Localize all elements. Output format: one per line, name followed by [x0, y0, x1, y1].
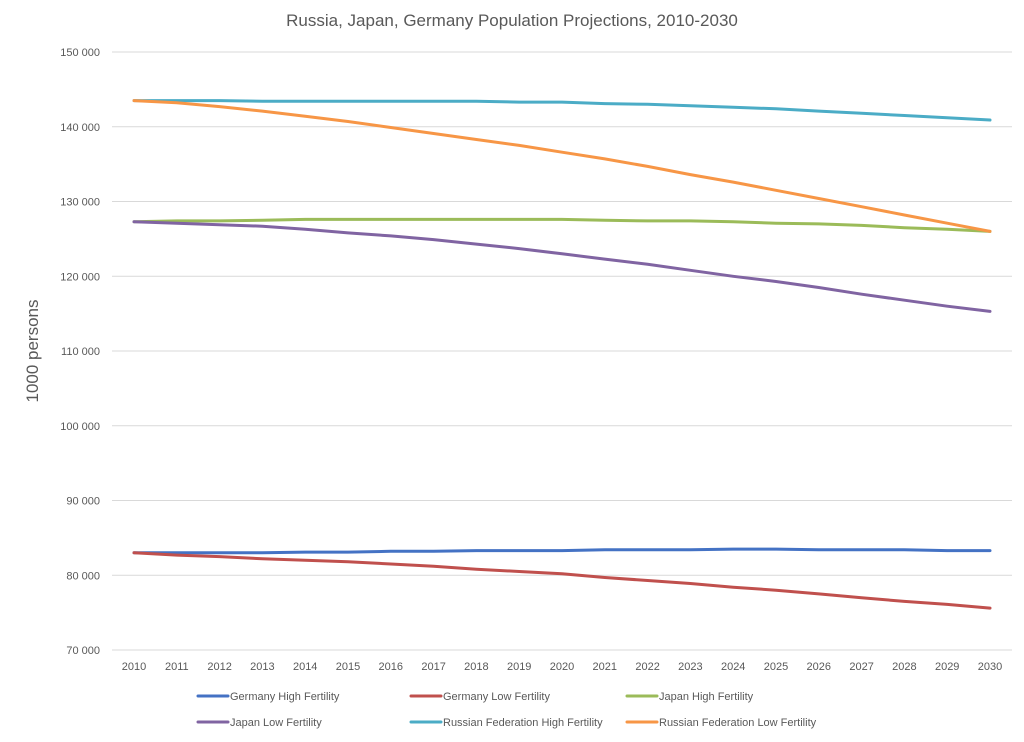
x-tick-label: 2025: [764, 661, 788, 673]
series-lines: [132, 99, 992, 610]
y-tick-label: 120 000: [60, 271, 100, 283]
y-tick-label: 130 000: [60, 197, 100, 209]
gridlines: [112, 51, 1012, 651]
x-tick-label: 2020: [550, 661, 574, 673]
legend-label: Japan High Fertility: [659, 691, 754, 703]
y-tick-label: 100 000: [60, 421, 100, 433]
y-axis-title: 1000 persons: [23, 299, 42, 402]
series-line: [132, 551, 992, 610]
chart-title: Russia, Japan, Germany Population Projec…: [286, 11, 738, 30]
x-tick-label: 2029: [935, 661, 959, 673]
legend-item: Russian Federation Low Fertility: [625, 717, 817, 729]
x-tick-label: 2030: [978, 661, 1002, 673]
y-tick-label: 90 000: [66, 496, 100, 508]
legend-label: Germany Low Fertility: [443, 691, 550, 703]
series-line: [132, 99, 992, 233]
y-axis-ticks: 70 000 80 000 90 000 100 000 110 000 120 000 1…: [60, 47, 100, 657]
legend-label: Japan Low Fertility: [230, 717, 322, 729]
legend: Germany High Fertility Germany Low Fertil…: [196, 691, 817, 729]
x-tick-label: 2015: [336, 661, 360, 673]
x-tick-label: 2018: [464, 661, 488, 673]
x-tick-label: 2026: [807, 661, 831, 673]
legend-label: Germany High Fertility: [230, 691, 340, 703]
x-tick-label: 2027: [849, 661, 873, 673]
x-tick-label: 2021: [593, 661, 617, 673]
x-tick-label: 2013: [250, 661, 274, 673]
x-tick-label: 2016: [379, 661, 403, 673]
x-tick-label: 2022: [635, 661, 659, 673]
legend-item: Germany High Fertility: [196, 691, 340, 703]
x-tick-label: 2014: [293, 661, 317, 673]
x-axis-ticks: 2010 2011 2012 2013 2014 2015 2016 2017 2018 2019…: [122, 661, 1002, 673]
y-tick-label: 70 000: [66, 645, 100, 657]
legend-item: Russian Federation High Fertility: [409, 717, 603, 729]
x-tick-label: 2019: [507, 661, 531, 673]
x-tick-label: 2028: [892, 661, 916, 673]
legend-label: Russian Federation Low Fertility: [659, 717, 817, 729]
x-tick-label: 2010: [122, 661, 146, 673]
legend-item: Japan High Fertility: [625, 691, 754, 703]
y-tick-label: 150 000: [60, 47, 100, 59]
x-tick-label: 2012: [207, 661, 231, 673]
x-tick-label: 2023: [678, 661, 702, 673]
x-tick-label: 2024: [721, 661, 745, 673]
series-line: [132, 547, 992, 555]
x-tick-label: 2017: [421, 661, 445, 673]
series-line: [132, 220, 992, 313]
legend-item: Japan Low Fertility: [196, 717, 322, 729]
y-tick-label: 80 000: [66, 570, 100, 582]
legend-label: Russian Federation High Fertility: [443, 717, 603, 729]
y-tick-label: 140 000: [60, 122, 100, 134]
series-line: [132, 99, 992, 122]
y-tick-label: 110 000: [61, 346, 100, 358]
legend-item: Germany Low Fertility: [409, 691, 550, 703]
series-line: [132, 217, 992, 233]
x-tick-label: 2011: [165, 661, 189, 673]
